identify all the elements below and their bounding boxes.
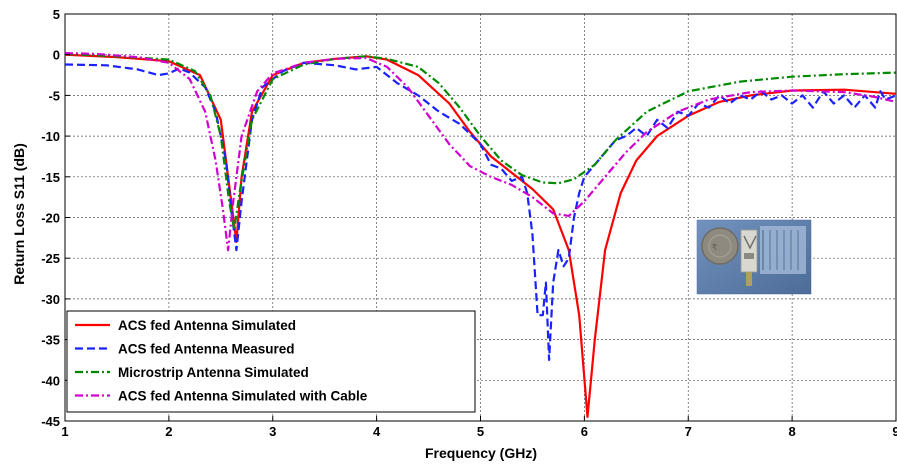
legend-label-4: ACS fed Antenna Simulated with Cable: [118, 389, 368, 404]
y-axis-label: Return Loss S11 (dB): [11, 143, 27, 285]
y-tick-label: 5: [53, 7, 60, 22]
x-tick-label: 8: [789, 424, 796, 439]
x-axis-label: Frequency (GHz): [425, 445, 537, 461]
y-tick-label: 0: [53, 48, 60, 63]
x-tick-label: 7: [685, 424, 692, 439]
x-tick-label: 5: [477, 424, 484, 439]
y-tick-label: -10: [41, 129, 60, 144]
x-tick-label: 9: [892, 424, 897, 439]
y-tick-label: -5: [48, 88, 60, 103]
y-tick-label: -25: [41, 251, 60, 266]
x-tick-label: 4: [373, 424, 381, 439]
legend-label-2: ACS fed Antenna Measured: [118, 342, 295, 357]
y-tick-label: -20: [41, 211, 60, 226]
svg-text:₹: ₹: [712, 243, 717, 252]
x-tick-label: 2: [165, 424, 172, 439]
antenna-photo-with-coin-and-ruler-icon: ₹: [697, 220, 811, 294]
x-tick-label: 6: [581, 424, 588, 439]
legend-label-1: ACS fed Antenna Simulated: [118, 318, 296, 333]
legend-label-3: Microstrip Antenna Simulated: [118, 365, 309, 380]
y-tick-label: -35: [41, 333, 60, 348]
y-tick-label: -30: [41, 292, 60, 307]
y-tick-label: -45: [41, 414, 60, 429]
y-tick-label: -15: [41, 170, 60, 185]
y-tick-label: -40: [41, 373, 60, 388]
x-tick-label: 3: [269, 424, 276, 439]
legend: ACS fed Antenna Simulated ACS fed Antenna…: [67, 311, 475, 412]
x-tick-label: 1: [61, 424, 68, 439]
